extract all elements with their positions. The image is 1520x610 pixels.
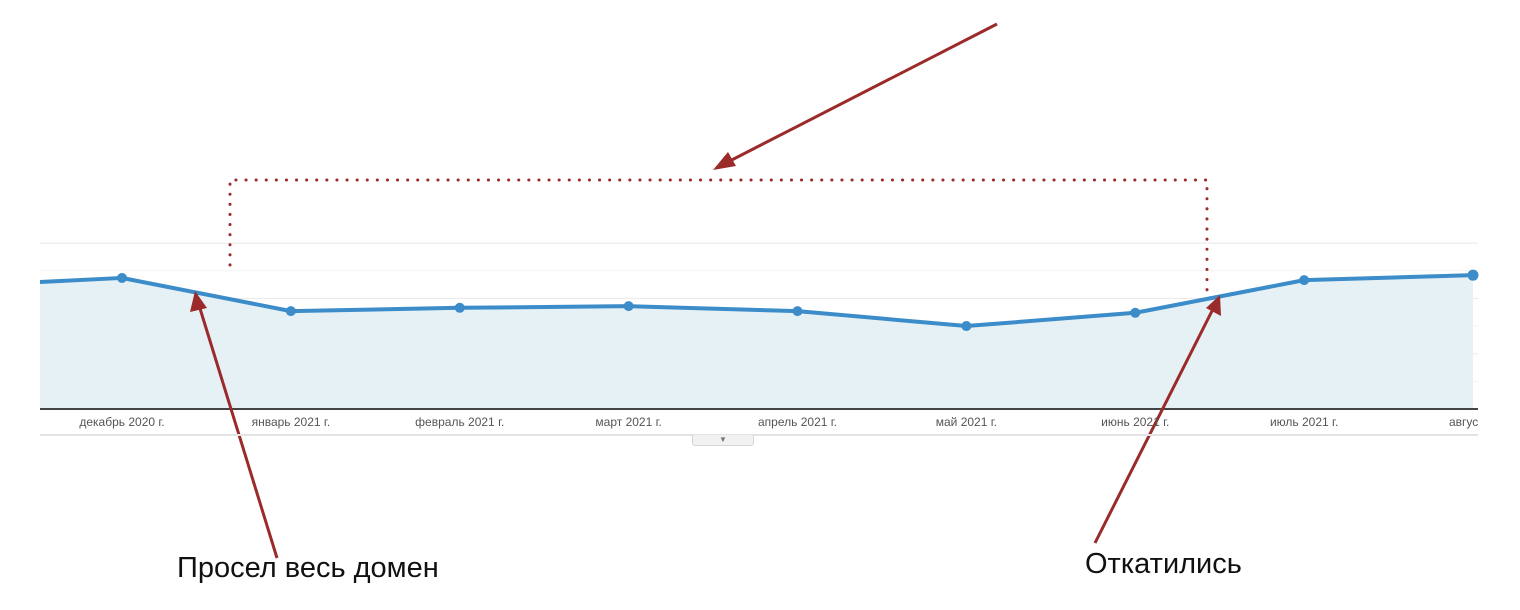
arrow-right-head <box>1206 295 1221 316</box>
arrow-left <box>196 301 279 559</box>
chevron-down-icon: ▼ <box>719 435 727 444</box>
x-tick-label: март 2021 г. <box>595 415 662 429</box>
x-tick-label: май 2021 г. <box>935 415 997 429</box>
arrow-top <box>721 22 998 167</box>
data-point[interactable] <box>1130 307 1141 318</box>
expand-chart-button[interactable]: ▼ <box>692 435 754 446</box>
data-point[interactable] <box>1467 269 1479 281</box>
x-tick-label: январь 2021 г. <box>251 415 331 429</box>
data-point[interactable] <box>792 306 803 317</box>
x-tick-label: декабрь 2020 г. <box>79 415 165 429</box>
data-point[interactable] <box>623 301 634 312</box>
data-point[interactable] <box>1299 275 1310 286</box>
annotations <box>190 22 1221 559</box>
arrow-right <box>1093 304 1217 544</box>
x-tick-label: август 2021 г. <box>1449 415 1478 429</box>
divider <box>40 434 1478 436</box>
annotation-left-note: Просел весь домен <box>177 552 439 584</box>
x-tick-label: февраль 2021 г. <box>415 415 505 429</box>
data-point[interactable] <box>285 306 296 317</box>
data-point[interactable] <box>117 272 127 283</box>
arrow-top-head <box>713 152 736 170</box>
x-tick-label: июль 2021 г. <box>1269 415 1339 429</box>
arrow-left-head <box>190 291 207 312</box>
annotation-right-note: Откатились <box>1085 548 1242 580</box>
data-point[interactable] <box>454 302 465 313</box>
data-point[interactable] <box>961 321 972 332</box>
x-tick-label: июнь 2021 г. <box>1101 415 1170 429</box>
x-tick-label: апрель 2021 г. <box>758 415 837 429</box>
x-axis-labels: декабрь 2020 г. январь 2021 г. февраль 202… <box>40 0 1478 440</box>
area-fill <box>40 275 1473 409</box>
